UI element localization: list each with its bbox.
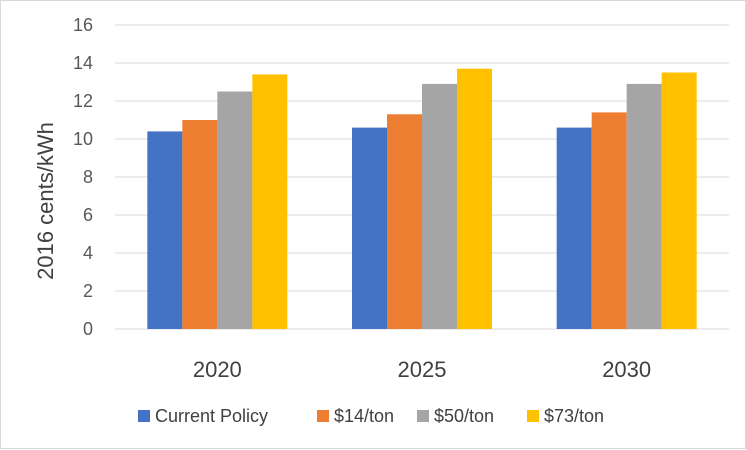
legend-item: Current Policy (138, 406, 268, 426)
x-category-label: 2030 (602, 357, 651, 382)
y-axis-label: 2016 cents/kWh (33, 122, 58, 280)
legend: Current Policy $14/ton $50/ton $73/ton (138, 406, 604, 426)
bar (182, 120, 218, 329)
legend-label: $73/ton (544, 406, 604, 426)
bar (626, 83, 662, 330)
x-axis-categories: 2020 2025 2030 (193, 357, 651, 382)
bar (422, 83, 457, 330)
bar (387, 114, 422, 329)
y-axis-ticks: 0 2 4 6 8 10 12 14 16 (73, 15, 93, 339)
legend-label: $50/ton (434, 406, 494, 426)
x-category-label: 2020 (193, 357, 242, 382)
y-tick-label: 6 (83, 205, 93, 225)
legend-item: $50/ton (417, 406, 494, 426)
bar (591, 112, 627, 330)
bar (352, 127, 387, 329)
legend-item: $14/ton (317, 406, 394, 426)
legend-label: Current Policy (155, 406, 268, 426)
bars (147, 68, 697, 330)
bar (147, 131, 183, 329)
legend-swatch (138, 410, 150, 422)
legend-swatch (527, 410, 539, 422)
legend-swatch (317, 410, 329, 422)
y-tick-label: 12 (73, 91, 93, 111)
y-tick-label: 0 (83, 319, 93, 339)
y-tick-label: 16 (73, 15, 93, 35)
bar (217, 91, 253, 329)
y-tick-label: 10 (73, 129, 93, 149)
bar (457, 68, 492, 329)
bar (661, 72, 697, 329)
y-tick-label: 8 (83, 167, 93, 187)
x-category-label: 2025 (398, 357, 447, 382)
y-tick-label: 14 (73, 53, 93, 73)
bar (556, 127, 592, 329)
legend-swatch (417, 410, 429, 422)
y-tick-label: 4 (83, 243, 93, 263)
legend-label: $14/ton (334, 406, 394, 426)
legend-item: $73/ton (527, 406, 604, 426)
y-tick-label: 2 (83, 281, 93, 301)
bar (252, 74, 288, 330)
